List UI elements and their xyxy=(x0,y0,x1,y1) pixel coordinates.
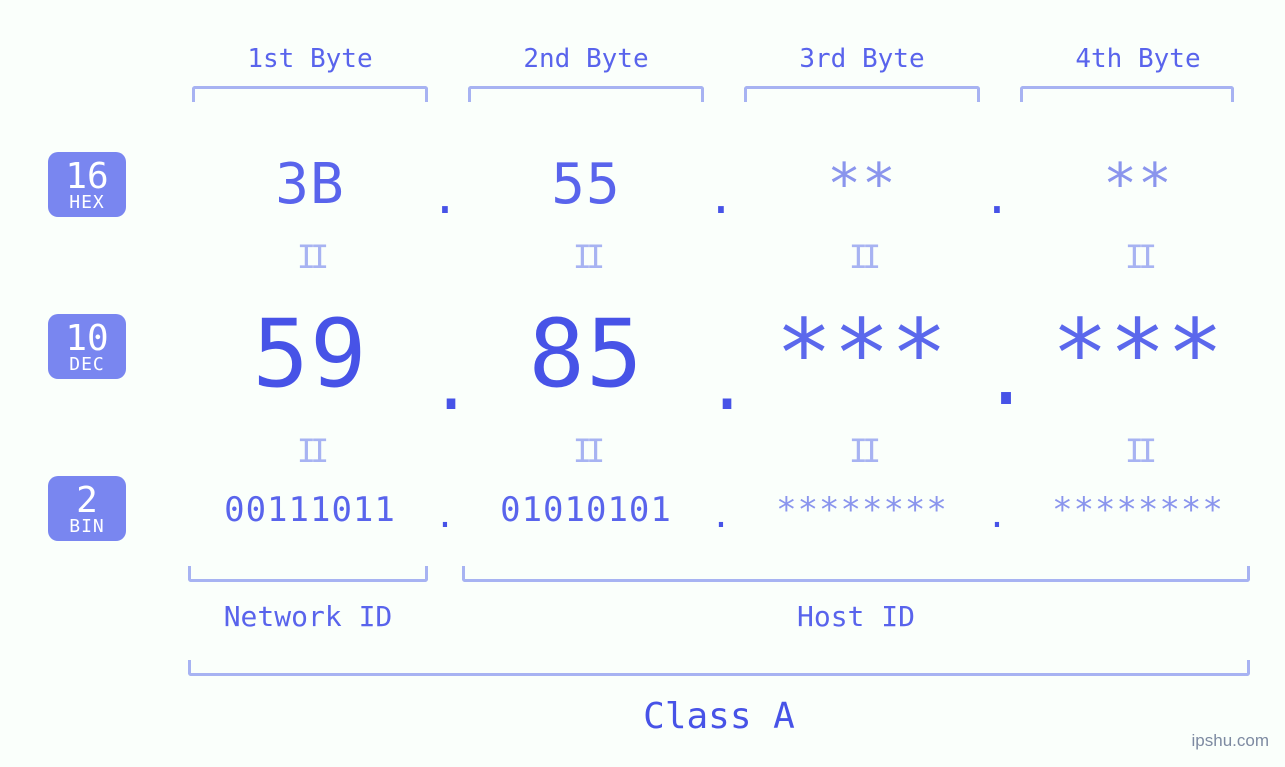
top-bracket-icon xyxy=(192,86,428,102)
host-bracket-icon xyxy=(462,566,1250,582)
bin-byte-4: ******** xyxy=(1004,490,1272,530)
top-bracket-icon xyxy=(468,86,704,102)
class-label: Class A xyxy=(188,696,1250,737)
badge-code: HEX xyxy=(48,194,126,213)
class-bracket-icon xyxy=(188,660,1250,676)
equals-icon: II xyxy=(1004,432,1272,470)
byte-label: 1st Byte xyxy=(176,44,444,74)
badge-code: DEC xyxy=(48,356,126,375)
ip-diagram: 1st Byte 2nd Byte 3rd Byte 4th Byte 16 H… xyxy=(0,0,1285,767)
network-id-label: Network ID xyxy=(188,600,428,633)
bin-byte-2: 01010101 xyxy=(452,490,720,530)
base-badge-bin: 2 BIN xyxy=(48,476,126,541)
hex-byte-3: ** xyxy=(728,152,996,217)
equals-icon: II xyxy=(1004,238,1272,276)
dec-byte-4: *** xyxy=(1004,300,1272,409)
base-badge-hex: 16 HEX xyxy=(48,152,126,217)
host-id-label: Host ID xyxy=(462,600,1250,633)
hex-byte-2: 55 xyxy=(452,152,720,217)
badge-number: 10 xyxy=(48,320,126,358)
dec-byte-2: 85 xyxy=(452,300,720,409)
byte-label: 4th Byte xyxy=(1004,44,1272,74)
byte-label: 2nd Byte xyxy=(452,44,720,74)
equals-icon: II xyxy=(452,432,720,470)
bin-byte-1: 00111011 xyxy=(176,490,444,530)
top-bracket-icon xyxy=(1020,86,1234,102)
equals-icon: II xyxy=(452,238,720,276)
badge-number: 2 xyxy=(48,482,126,520)
equals-icon: II xyxy=(176,238,444,276)
equals-icon: II xyxy=(176,432,444,470)
equals-icon: II xyxy=(728,238,996,276)
hex-byte-4: ** xyxy=(1004,152,1272,217)
hex-byte-1: 3B xyxy=(176,152,444,217)
watermark: ipshu.com xyxy=(1192,731,1269,751)
dec-byte-3: *** xyxy=(728,300,996,409)
base-badge-dec: 10 DEC xyxy=(48,314,126,379)
badge-number: 16 xyxy=(48,158,126,196)
byte-label: 3rd Byte xyxy=(728,44,996,74)
dec-byte-1: 59 xyxy=(176,300,444,409)
network-bracket-icon xyxy=(188,566,428,582)
top-bracket-icon xyxy=(744,86,980,102)
badge-code: BIN xyxy=(48,518,126,537)
bin-byte-3: ******** xyxy=(728,490,996,530)
equals-icon: II xyxy=(728,432,996,470)
